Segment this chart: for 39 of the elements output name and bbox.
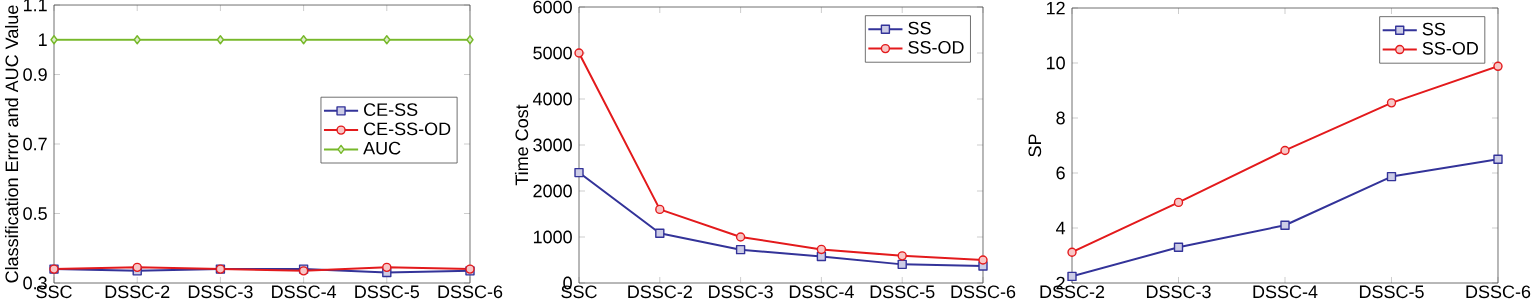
y-tick-label: 0.9 — [23, 68, 47, 81]
x-tick-label: DSSC-5 — [1359, 285, 1424, 299]
x-tick-label: DSSC-3 — [1146, 285, 1211, 299]
y-tick-label: 6000 — [533, 0, 572, 14]
x-tick-label: DSSC-4 — [272, 285, 337, 299]
legend-label: AUC — [363, 141, 401, 155]
x-tick-label: DSSC-4 — [1253, 285, 1318, 299]
y-tick-label: 5000 — [533, 46, 572, 60]
x-tick-label: DSSC-6 — [1466, 285, 1531, 299]
y-tick-label: 12 — [1046, 1, 1065, 15]
x-tick-label: DSSC-6 — [951, 285, 1016, 299]
x-tick-label: DSSC-2 — [105, 285, 170, 299]
y-axis-title: Time Cost — [514, 104, 529, 186]
x-tick-label: DSSC-4 — [789, 285, 854, 299]
x-tick-label: DSSC-5 — [355, 285, 420, 299]
x-tick-label: DSSC-6 — [438, 285, 503, 299]
y-tick-label: 4 — [1056, 221, 1066, 235]
legend-label: SS — [1422, 22, 1446, 36]
y-tick-label: 1 — [38, 33, 47, 46]
y-tick-label: 2000 — [533, 184, 572, 198]
y-tick-label: 3000 — [533, 138, 572, 152]
x-tick-label: DSSC-3 — [188, 285, 253, 299]
y-tick-label: 8 — [1056, 111, 1065, 125]
legend-label: SS — [908, 21, 931, 35]
y-tick-label: 0.5 — [23, 207, 47, 220]
x-tick-label: DSSC-2 — [628, 285, 692, 299]
x-tick-label: DSSC-5 — [870, 285, 935, 299]
y-tick-label: 10 — [1046, 56, 1065, 70]
legend-label: CE-SS-OD — [364, 122, 451, 136]
y-axis-title: SP — [1028, 134, 1042, 157]
y-tick-label: 6 — [1056, 166, 1065, 180]
y-tick-label: 1000 — [533, 230, 572, 244]
legend-label: SS-OD — [908, 40, 964, 54]
legend-label: CE-SS — [364, 103, 418, 116]
y-tick-label: 4000 — [532, 92, 572, 106]
x-tick-label: DSSC-3 — [709, 285, 773, 299]
y-tick-label: 0.7 — [23, 137, 47, 151]
legend-label: SS-OD — [1422, 41, 1478, 55]
y-axis-title: Classification Error and AUC Value — [4, 5, 19, 283]
